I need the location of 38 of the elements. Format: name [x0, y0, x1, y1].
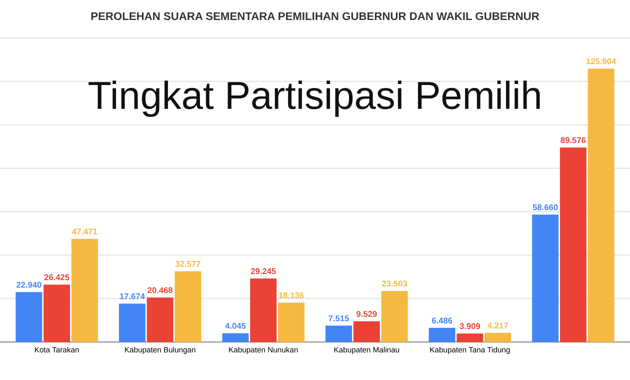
bar [484, 332, 512, 342]
data-label: 4.045 [225, 322, 246, 329]
data-label: 7.515 [328, 315, 349, 322]
bar [174, 271, 202, 342]
data-label: 20.468 [148, 287, 173, 294]
data-label: 4.217 [488, 322, 508, 328]
bar [381, 290, 408, 342]
chart-title: PEROLEHAN SUARA SEMENTARA PEMILIHAN GUBERNUR DAN WAKIL GUBERNUR [91, 12, 540, 20]
data-label: 125.904 [586, 58, 616, 64]
data-label: 23.503 [382, 280, 407, 287]
bar [588, 68, 614, 342]
data-label: 6.486 [432, 318, 452, 324]
bar [428, 328, 456, 342]
bar [118, 304, 146, 342]
data-label: 47.471 [72, 228, 98, 234]
bar [278, 302, 304, 342]
bar [222, 333, 249, 342]
data-label: 89.576 [560, 137, 586, 144]
data-label: 32.577 [175, 260, 200, 267]
bar [532, 214, 559, 342]
text: Tingkat Partisipasi Pemilih [88, 80, 540, 117]
data-label: 22.940 [16, 282, 42, 288]
data-label: 18.136 [279, 292, 304, 298]
bar [353, 321, 380, 342]
bar [560, 147, 586, 342]
data-label: 26.425 [44, 274, 70, 280]
bar [456, 334, 484, 342]
bar [250, 278, 277, 342]
bar [44, 284, 70, 342]
bar [16, 292, 42, 342]
data-label: 17.674 [120, 293, 145, 300]
bar [71, 238, 98, 342]
data-label: 3.909 [460, 323, 480, 330]
bar [146, 298, 174, 342]
bar [326, 326, 352, 342]
data-label: 9.529 [356, 310, 377, 317]
data-label: 29.245 [250, 268, 276, 274]
data-label: 58.660 [532, 204, 558, 210]
